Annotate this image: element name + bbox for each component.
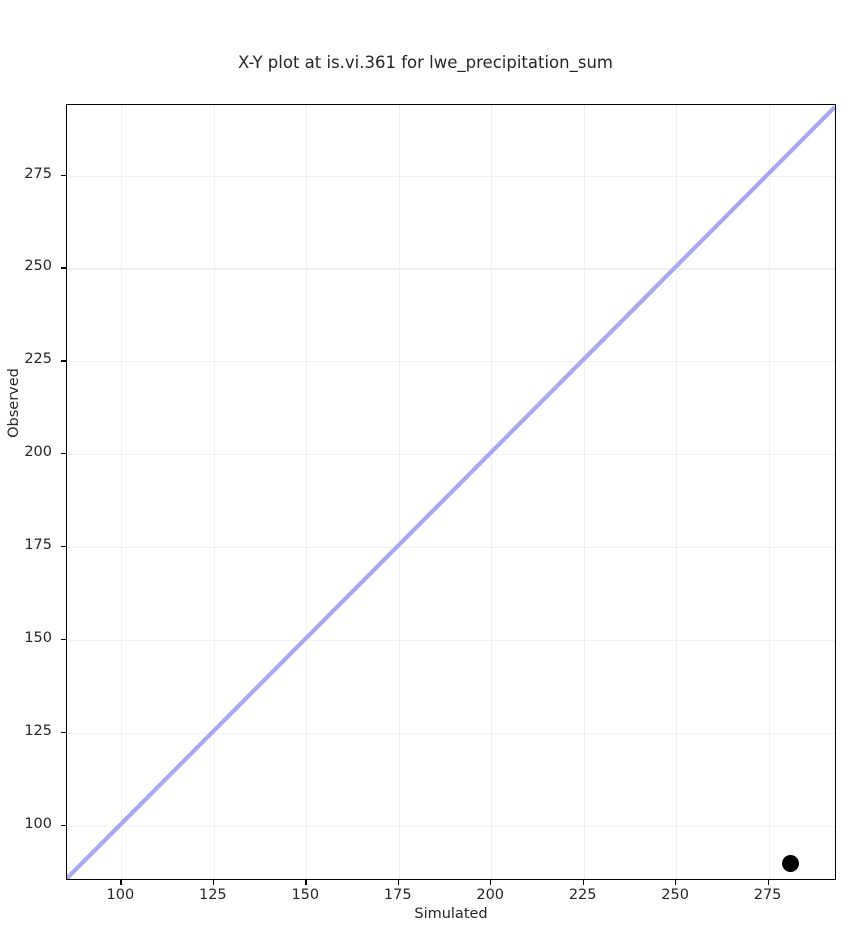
tick-mark-y-0	[61, 824, 66, 826]
tick-label-x-1: 125	[198, 887, 227, 903]
gridline-horizontal-1	[67, 732, 835, 734]
y-axis-label: Observed	[6, 368, 22, 438]
tick-label-x-5: 225	[568, 887, 597, 903]
gridline-vertical-2	[306, 105, 308, 879]
tick-mark-x-7	[767, 880, 769, 885]
tick-label-x-3: 175	[383, 887, 412, 903]
tick-label-y-2: 150	[24, 629, 52, 646]
data-point	[782, 855, 800, 873]
gridline-horizontal-5	[67, 361, 835, 363]
gridline-vertical-1	[213, 105, 215, 879]
tick-label-y-1: 125	[24, 722, 52, 739]
tick-label-y-0: 100	[24, 815, 52, 832]
gridline-horizontal-0	[67, 825, 835, 827]
tick-label-x-6: 250	[661, 887, 689, 903]
chart-title-line-1: X-Y plot at is.vi.361 for lwe_precipitat…	[238, 53, 613, 72]
tick-mark-x-6	[675, 880, 677, 885]
tick-mark-y-3	[61, 546, 66, 548]
tick-mark-y-7	[61, 174, 66, 176]
tick-label-y-4: 200	[24, 444, 52, 461]
tick-mark-y-6	[61, 267, 66, 269]
gridline-horizontal-4	[67, 454, 835, 456]
tick-mark-x-4	[490, 880, 492, 885]
gridline-vertical-4	[491, 105, 493, 879]
tick-mark-y-2	[61, 638, 66, 641]
tick-mark-y-5	[61, 360, 66, 362]
tick-label-y-6: 250	[24, 258, 52, 275]
tick-mark-x-1	[212, 880, 215, 885]
tick-label-x-0: 100	[106, 887, 135, 903]
gridline-horizontal-7	[67, 175, 835, 177]
gridline-vertical-7	[768, 105, 770, 879]
tick-mark-x-5	[582, 880, 584, 885]
tick-mark-x-0	[120, 880, 122, 885]
tick-label-y-5: 225	[24, 351, 52, 368]
gridline-horizontal-2	[67, 639, 835, 641]
tick-mark-x-3	[397, 880, 400, 885]
gridline-horizontal-6	[67, 268, 835, 270]
gridline-horizontal-3	[67, 547, 835, 549]
tick-label-y-7: 275	[24, 165, 52, 182]
tick-label-x-7: 275	[753, 887, 782, 903]
tick-mark-y-1	[61, 731, 66, 734]
gridline-vertical-3	[398, 105, 400, 879]
tick-mark-x-2	[305, 880, 307, 885]
tick-mark-y-4	[61, 453, 66, 455]
plot-area	[66, 104, 836, 880]
gridline-vertical-5	[583, 105, 585, 879]
one-to-one-reference-line	[67, 105, 835, 879]
tick-label-x-2: 150	[291, 887, 320, 903]
gridline-vertical-0	[121, 105, 123, 879]
x-axis-label: Simulated	[414, 906, 488, 922]
gridline-vertical-6	[676, 105, 678, 879]
tick-label-y-3: 175	[24, 537, 52, 554]
tick-label-x-4: 200	[476, 887, 505, 903]
